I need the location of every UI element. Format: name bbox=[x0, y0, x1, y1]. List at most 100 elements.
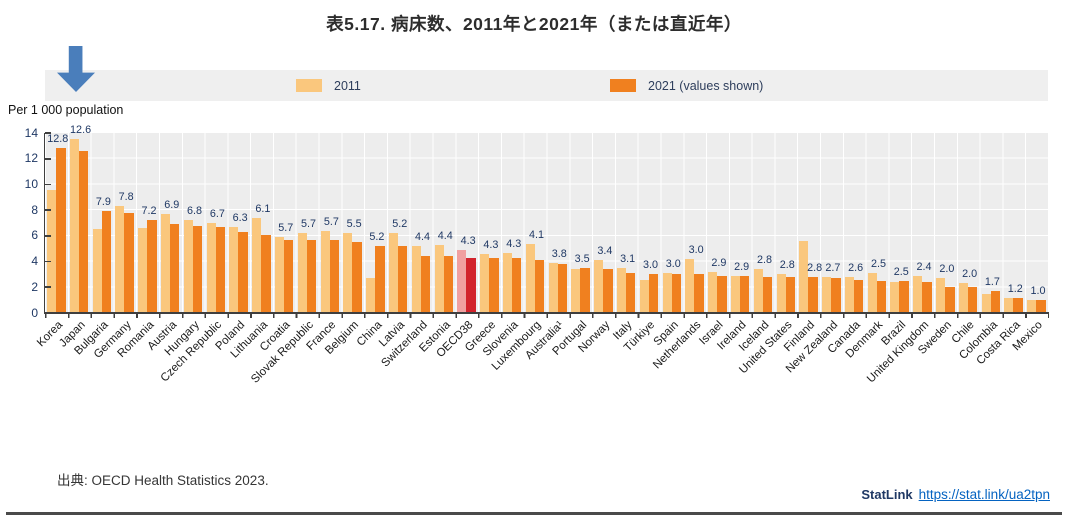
bar-value-label: 2.6 bbox=[848, 262, 864, 274]
bar-2011 bbox=[594, 260, 604, 313]
bar-value-label: 1.2 bbox=[1007, 282, 1023, 295]
bar-2021 bbox=[853, 279, 864, 313]
bar-2021 bbox=[329, 239, 340, 313]
bar-2021 bbox=[420, 256, 431, 313]
bar-2021 bbox=[466, 257, 476, 313]
y-axis-tick bbox=[45, 209, 51, 211]
bar-value-label: 7.2 bbox=[141, 205, 157, 218]
legend-label-2021: 2021 (values shown) bbox=[648, 78, 764, 93]
bar-2011 bbox=[799, 241, 809, 313]
bar-group: 2.9 Israel bbox=[698, 133, 729, 347]
bar-2011 bbox=[958, 283, 968, 313]
bar-value-label: 7.8 bbox=[118, 191, 134, 204]
bar-value-label: 4.4 bbox=[437, 229, 453, 242]
bar-group: 2.8 Iceland bbox=[737, 133, 775, 354]
bar-2011 bbox=[252, 217, 262, 313]
y-axis-line bbox=[43, 132, 46, 314]
bar-2011 bbox=[981, 293, 991, 313]
legend: 2011 2021 (values shown) bbox=[45, 70, 1048, 101]
bar-2021 bbox=[443, 256, 454, 313]
bar-2011 bbox=[434, 244, 444, 313]
bar-2011 bbox=[343, 233, 353, 313]
bar-value-label: 2.0 bbox=[939, 263, 955, 276]
bar-group: 2.8 Finland bbox=[782, 133, 822, 354]
bar-group: 1.7 Colombia bbox=[957, 133, 1003, 362]
bar-2021 bbox=[671, 274, 682, 313]
bar-group: 3.0 Netherlands bbox=[651, 133, 706, 371]
bar-2011 bbox=[502, 252, 512, 313]
bar-2021 bbox=[397, 246, 408, 313]
bar-value-label: 3.5 bbox=[574, 253, 590, 265]
bar-group: 7.9 Bulgaria bbox=[72, 133, 114, 357]
bar-2011 bbox=[138, 228, 148, 313]
bar-2011 bbox=[548, 262, 558, 313]
bar-value-label: 6.1 bbox=[255, 202, 271, 215]
bar-group: 3.4 Norway bbox=[576, 133, 615, 355]
bar-value-label: 2.9 bbox=[711, 256, 727, 269]
bar-2021 bbox=[922, 282, 932, 313]
bar-2021 bbox=[648, 274, 659, 313]
bar-group: 5.2 Latvia bbox=[377, 133, 410, 349]
bar-2021 bbox=[967, 287, 978, 313]
bar-value-label: 3.1 bbox=[620, 253, 636, 265]
bar-2021 bbox=[192, 225, 203, 313]
bar-2021 bbox=[169, 224, 180, 313]
bar-group: 4.1 Luxembourg bbox=[490, 133, 547, 373]
bar-2021 bbox=[124, 212, 134, 313]
bar-group: 4.4 Switzerland bbox=[379, 133, 433, 370]
bar-2011 bbox=[274, 237, 284, 313]
source-note: 出典: OECD Health Statistics 2023. bbox=[57, 473, 269, 488]
bar-value-label: 6.7 bbox=[209, 208, 225, 220]
y-axis-tick bbox=[45, 183, 51, 186]
bar-2021 bbox=[78, 151, 89, 313]
bar-group: 1.2 Costa Rica bbox=[974, 133, 1025, 367]
bar-2011 bbox=[92, 229, 102, 313]
bar-2011 bbox=[708, 271, 718, 313]
bar-2021 bbox=[511, 257, 522, 313]
y-axis-tick-label: 4 bbox=[31, 254, 38, 269]
bar-group: 2.8 United States bbox=[737, 133, 798, 376]
bar-2021 bbox=[375, 246, 385, 313]
bar-2011 bbox=[662, 273, 672, 313]
bar-2011 bbox=[47, 189, 56, 313]
bar-2021 bbox=[762, 277, 773, 313]
bar-value-label: 5.7 bbox=[323, 215, 339, 228]
y-axis-tick bbox=[45, 235, 51, 237]
bar-2021 bbox=[831, 278, 841, 313]
bottom-divider bbox=[6, 512, 1062, 515]
bar-2011 bbox=[1027, 300, 1037, 313]
bar-value-label: 2.8 bbox=[779, 259, 795, 272]
bar-value-label: 6.9 bbox=[164, 199, 180, 211]
bar-group: 4.4 Estonia bbox=[417, 133, 456, 355]
bar-group: 6.9 Austria bbox=[145, 133, 182, 353]
bar-value-label: 2.5 bbox=[870, 258, 886, 271]
bar-2011 bbox=[183, 220, 193, 313]
bar-2021 bbox=[899, 280, 909, 313]
bar-group: 5.5 Belgium bbox=[323, 133, 364, 357]
bar-2011 bbox=[822, 277, 832, 313]
bar-2021 bbox=[56, 148, 66, 313]
bar-group: 5.7 Slovak Republic bbox=[249, 133, 319, 386]
bar-group: 7.2 Romania bbox=[115, 133, 159, 360]
bar-2021 bbox=[808, 277, 818, 313]
legend-item-2021: 2021 (values shown) bbox=[610, 70, 763, 101]
bar-2021 bbox=[238, 232, 248, 313]
y-axis-tick bbox=[45, 157, 51, 160]
bar-value-label: 12.8 bbox=[47, 133, 69, 146]
bar-2021 bbox=[625, 273, 636, 313]
statlink-url[interactable]: https://stat.link/ua2tpn bbox=[918, 487, 1050, 502]
bar-2011 bbox=[867, 273, 877, 313]
bar-2011 bbox=[206, 223, 216, 313]
bar-value-label: 2.8 bbox=[756, 254, 772, 267]
bar-2011 bbox=[229, 226, 239, 313]
y-axis-tick-label: 14 bbox=[24, 125, 38, 140]
bar-group: 12.8 Korea bbox=[35, 133, 69, 349]
statlink-label: StatLink bbox=[861, 487, 913, 502]
bar-value-label: 3.4 bbox=[597, 245, 613, 258]
bar-value-label: 1.0 bbox=[1030, 285, 1046, 298]
bar-value-label: 7.9 bbox=[95, 196, 111, 209]
bar-2011 bbox=[1004, 297, 1014, 313]
bar-2021 bbox=[489, 257, 499, 313]
bar-groups-container: 12.8 Korea 12.6 Japan 7.9 Bulgaria 7.8 Germany 7… bbox=[35, 124, 1048, 386]
bar-2011 bbox=[69, 139, 79, 313]
